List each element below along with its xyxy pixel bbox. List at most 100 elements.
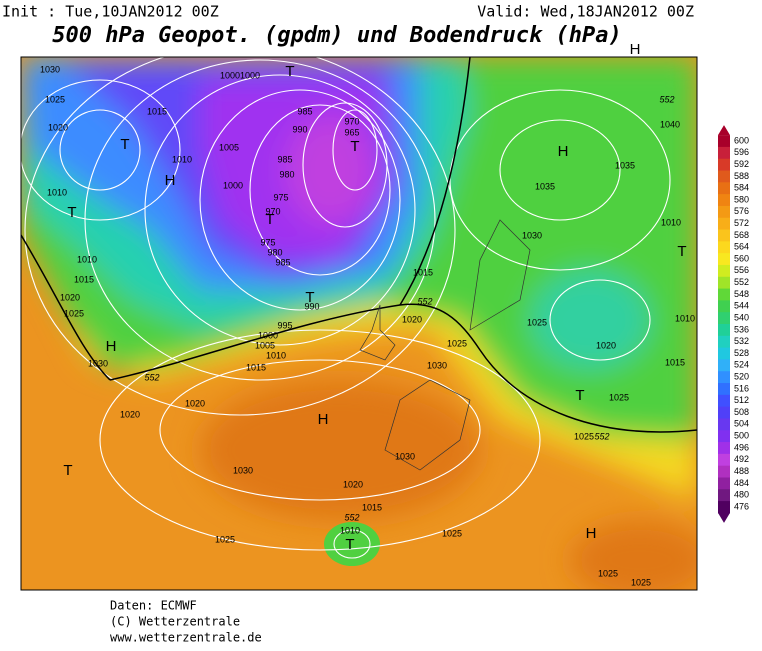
isoline-label: 1000: [220, 70, 240, 80]
pressure-center: T: [350, 138, 359, 155]
legend-label: 556: [734, 265, 749, 275]
isoline-label: 552: [344, 512, 359, 522]
legend-label: 508: [734, 407, 749, 417]
isoline-label: 970: [265, 206, 280, 216]
isoline-label: 1035: [615, 160, 635, 170]
pressure-center: T: [285, 63, 294, 80]
init-time: Init : Tue,10JAN2012 00Z: [2, 3, 219, 21]
isoline-label: 1010: [172, 154, 192, 164]
isoline-label: 1010: [77, 254, 97, 264]
legend-swatch: [718, 146, 730, 160]
legend-swatch: [718, 442, 730, 455]
legend-label: 548: [734, 289, 749, 299]
legend-arrow-top: [718, 125, 730, 136]
pressure-center: T: [67, 204, 76, 221]
legend-swatch: [718, 229, 730, 242]
pressure-center: H: [165, 172, 176, 189]
legend-label: 544: [734, 301, 749, 311]
legend-label: 588: [734, 171, 749, 181]
legend-swatch: [718, 241, 730, 254]
isoline-label: 1025: [215, 534, 235, 544]
legend-swatch: [718, 205, 730, 219]
pressure-center: T: [63, 462, 72, 479]
legend-label: 552: [734, 277, 749, 287]
isoline-label: 985: [297, 106, 312, 116]
legend-label: 532: [734, 336, 749, 346]
isoline-label: 1010: [675, 313, 695, 323]
isoline-label: 980: [267, 247, 282, 257]
legend-swatch: [718, 170, 730, 183]
pressure-center: H: [318, 411, 329, 428]
legend-swatch: [718, 253, 730, 266]
legend-swatch: [718, 477, 730, 490]
legend-label: 528: [734, 348, 749, 358]
isoline-label: 1000: [223, 180, 243, 190]
isoline-label: 1005: [219, 142, 239, 152]
legend-label: 580: [734, 194, 749, 204]
legend-swatch: [718, 489, 730, 502]
isoline-label: 1020: [343, 479, 363, 489]
pressure-center: H: [630, 41, 641, 58]
legend-swatch: [718, 217, 730, 231]
legend-label: 584: [734, 183, 749, 193]
isoline-label: 1010: [47, 187, 67, 197]
isoline-label: 1025: [574, 431, 594, 441]
isoline-label: 1025: [527, 317, 547, 327]
isoline-label: 1030: [427, 360, 447, 370]
legend-swatch: [718, 453, 730, 467]
legend-swatch: [718, 394, 730, 408]
legend-label: 492: [734, 454, 749, 464]
isoline-label: 985: [275, 257, 290, 267]
legend-label: 480: [734, 490, 749, 500]
legend-swatch: [718, 324, 730, 337]
legend-label: 600: [734, 135, 749, 145]
isoline-label: 1030: [88, 358, 108, 368]
legend-swatch: [718, 276, 730, 290]
footer-url: www.wetterzentrale.de: [110, 631, 262, 645]
legend-label: 592: [734, 159, 749, 169]
legend-label: 500: [734, 431, 749, 441]
isoline-label: 1005: [255, 340, 275, 350]
isoline-label: 985: [277, 154, 292, 164]
legend-arrow-bottom: [718, 512, 730, 523]
legend-swatch: [718, 182, 730, 195]
pressure-center: T: [345, 536, 354, 553]
isoline-label: 1015: [665, 357, 685, 367]
isoline-label: 1025: [609, 392, 629, 402]
legend-swatch: [718, 430, 730, 443]
legend-swatch: [718, 335, 730, 349]
isoline-label: 1015: [246, 362, 266, 372]
isoline-label: 1020: [596, 340, 616, 350]
isoline-label: 1035: [535, 181, 555, 191]
isoline-label: 975: [260, 237, 275, 247]
legend-label: 512: [734, 395, 749, 405]
legend-label: 540: [734, 312, 749, 322]
legend-swatch: [718, 312, 730, 325]
pressure-center: T: [265, 211, 274, 228]
isoline-label: 1020: [402, 314, 422, 324]
legend-label: 572: [734, 218, 749, 228]
legend-label: 564: [734, 242, 749, 252]
legend-label: 576: [734, 206, 749, 216]
isoline-label: 1000: [258, 330, 278, 340]
legend-label: 484: [734, 478, 749, 488]
legend-swatch: [718, 194, 730, 207]
legend-swatch: [718, 288, 730, 301]
isoline-label: 1015: [362, 502, 382, 512]
legend-label: 516: [734, 383, 749, 393]
legend-swatch: [718, 383, 730, 396]
legend-swatch: [718, 300, 730, 313]
legend-label: 524: [734, 360, 749, 370]
isoline-label: 1015: [147, 106, 167, 116]
isoline-label: 970: [344, 116, 359, 126]
map-field: [21, 57, 697, 590]
isoline-label: 1040: [660, 119, 680, 129]
pressure-center: H: [106, 338, 117, 355]
isoline-label: 552: [417, 296, 432, 306]
legend-label: 596: [734, 147, 749, 157]
legend-swatch: [718, 359, 730, 372]
map-title: 500 hPa Geopot. (gpdm) und Bodendruck (h…: [52, 23, 622, 48]
footer-copyright: (C) Wetterzentrale: [110, 615, 240, 629]
